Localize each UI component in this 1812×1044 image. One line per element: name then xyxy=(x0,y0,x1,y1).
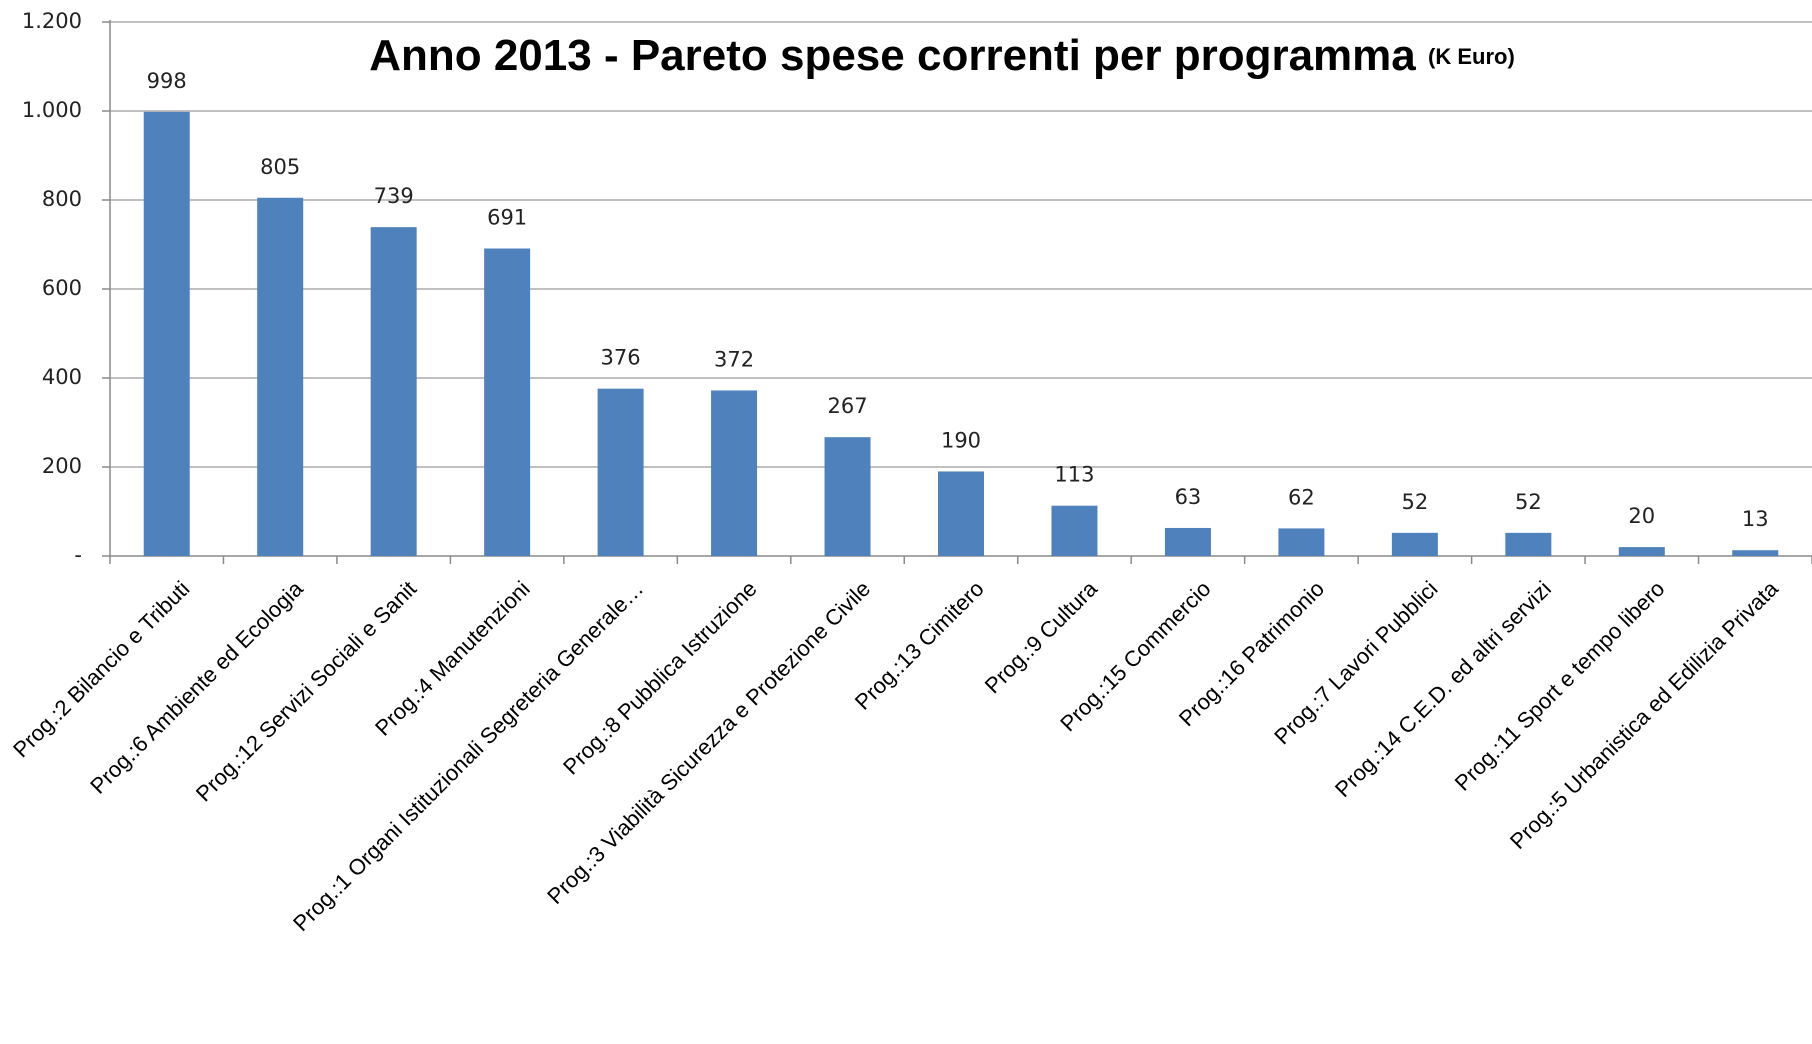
y-tick-label: 800 xyxy=(42,187,82,211)
bar xyxy=(484,248,531,556)
x-tick-label: Prog.:9 Cultura xyxy=(980,575,1103,698)
data-label: 13 xyxy=(1742,507,1769,531)
data-label: 372 xyxy=(714,347,754,371)
data-label: 267 xyxy=(827,394,867,418)
bar xyxy=(1732,550,1779,556)
bar xyxy=(1391,532,1438,556)
bar xyxy=(1051,505,1098,556)
data-label: 113 xyxy=(1054,463,1094,487)
bar xyxy=(1618,547,1665,556)
bar xyxy=(1164,527,1211,556)
y-tick-label: 600 xyxy=(42,276,82,300)
x-tick-label: Prog.:6 Ambiente ed Ecologia xyxy=(85,575,308,798)
bar xyxy=(597,388,644,556)
title-main: Anno 2013 - Pareto spese correnti per pr… xyxy=(369,31,1416,80)
y-tick-label: 1.000 xyxy=(22,98,82,122)
bar xyxy=(370,227,417,556)
data-label: 63 xyxy=(1175,485,1202,509)
x-tick-label: Prog.:12 Servizi Sociali e Sanit xyxy=(191,576,421,806)
x-tick-label: Prog.:14 C.E.D. ed altri servizi xyxy=(1330,576,1556,802)
chart-title: Anno 2013 - Pareto spese correnti per pr… xyxy=(369,31,1515,80)
data-label: 190 xyxy=(941,428,981,452)
bar xyxy=(824,437,871,556)
data-label: 52 xyxy=(1401,490,1428,514)
x-tick-label: Prog.:8 Pubblica Istruzione xyxy=(558,576,762,780)
data-label: 998 xyxy=(147,69,187,93)
title-unit: (K Euro) xyxy=(1428,44,1515,69)
bar xyxy=(711,390,758,556)
bar xyxy=(1505,532,1552,556)
bar xyxy=(1278,528,1325,556)
y-tick-label: 1.200 xyxy=(22,9,82,33)
data-label: 52 xyxy=(1515,490,1542,514)
data-label: 691 xyxy=(487,206,527,230)
bar xyxy=(938,471,984,556)
data-label: 805 xyxy=(260,155,300,179)
y-tick-label: 200 xyxy=(42,454,82,478)
bar xyxy=(257,197,304,556)
x-tick-label: Prog.:11 Sport e tempo libero xyxy=(1450,576,1670,796)
y-tick-label: - xyxy=(74,543,82,567)
bar xyxy=(143,111,190,556)
data-label: 739 xyxy=(374,184,414,208)
y-tick-label: 400 xyxy=(42,365,82,389)
data-label: 20 xyxy=(1628,504,1655,528)
data-label: 62 xyxy=(1288,485,1315,509)
data-label: 376 xyxy=(601,346,641,370)
